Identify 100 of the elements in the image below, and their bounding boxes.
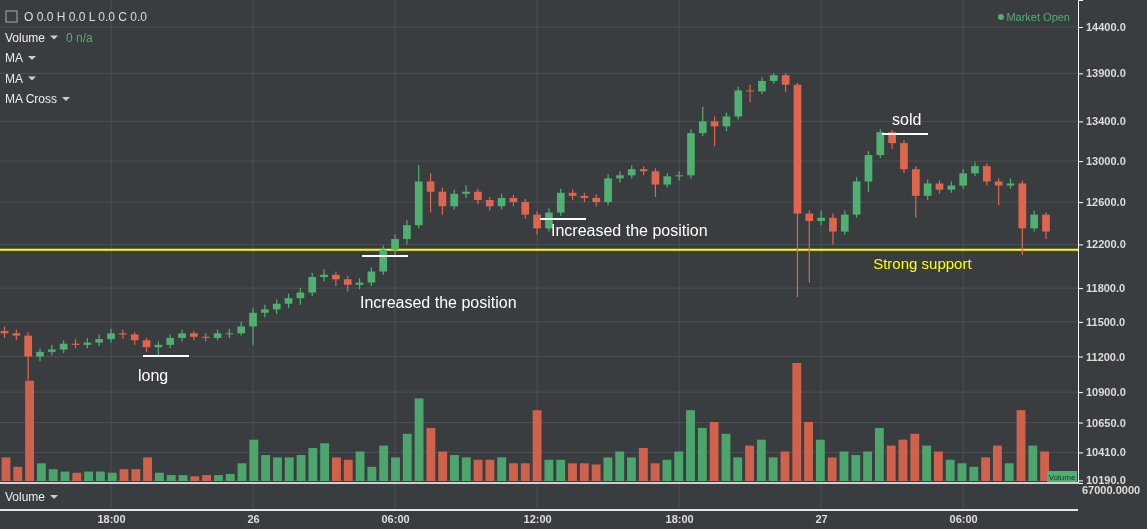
bar (143, 457, 153, 481)
bar (438, 451, 448, 481)
candlestick (320, 268, 328, 283)
bar (686, 410, 695, 481)
bar (969, 466, 979, 481)
bar (804, 422, 813, 481)
text: Volume (5, 490, 46, 504)
candlestick (450, 189, 459, 210)
candlestick (107, 328, 115, 344)
y-tick-label: 11500.0 (1086, 315, 1126, 328)
bar (237, 463, 247, 481)
annotation: Market Open (1006, 11, 1070, 23)
bar (202, 475, 212, 481)
bar (733, 457, 743, 481)
bar (249, 439, 259, 481)
y-tick-label: 14400.0 (1086, 21, 1126, 34)
candlestick (604, 173, 612, 206)
annotation: MA (5, 51, 23, 65)
bar (131, 469, 141, 481)
bar (532, 410, 542, 481)
bar (851, 455, 861, 481)
bar (603, 457, 613, 481)
candlestick (556, 188, 565, 217)
x-tick-label: 12:00 (523, 512, 552, 525)
bar (945, 459, 955, 481)
candlestick (781, 72, 790, 93)
bar (414, 398, 424, 481)
annotation: O 0.0 H 0.0 L 0.0 C 0.0 (24, 10, 148, 24)
bar (273, 457, 282, 481)
candlestick (1042, 211, 1050, 240)
candlestick (616, 170, 624, 184)
bar (827, 457, 837, 481)
candlestick (651, 167, 660, 198)
bar (591, 464, 601, 481)
bar (957, 463, 967, 481)
x-tick-label: 27 (815, 512, 828, 525)
bar (450, 455, 459, 481)
bar (674, 451, 684, 481)
candlestick (332, 270, 340, 287)
bar (284, 457, 294, 481)
bar (166, 475, 176, 481)
bar (214, 475, 223, 481)
y-tick-label: 13400.0 (1086, 115, 1126, 128)
bar (568, 463, 577, 481)
bar (1004, 463, 1014, 481)
annotation: Increased the position (360, 294, 517, 311)
bar (768, 457, 778, 481)
candlestick (379, 244, 388, 276)
bar (910, 433, 920, 481)
y-tick-label: 10650.0 (1086, 416, 1126, 429)
bar (48, 469, 58, 481)
annotation: MA (5, 71, 23, 86)
bar (13, 466, 23, 481)
y-tick-label: 13000.0 (1086, 155, 1126, 168)
candlestick (391, 234, 399, 256)
candlestick (805, 209, 814, 284)
bar (922, 445, 932, 481)
bar (426, 427, 436, 481)
bar (792, 363, 802, 481)
bar (886, 445, 896, 481)
bar (261, 455, 271, 481)
candlestick (710, 115, 719, 147)
candlestick (308, 272, 317, 297)
bar (544, 459, 554, 481)
candlestick (982, 162, 991, 187)
bar (107, 472, 117, 481)
bar (756, 439, 766, 481)
bar (225, 473, 235, 481)
y-tick-label: 10190.0 (1086, 474, 1126, 487)
bar (933, 451, 943, 481)
bar (556, 459, 566, 481)
annotation: long (138, 367, 169, 384)
ref-line-label: Strong support (873, 254, 973, 272)
bar (627, 457, 636, 481)
bar (650, 463, 660, 481)
candlestick (840, 209, 849, 236)
bar (308, 447, 318, 481)
bar (402, 433, 412, 481)
y-tick-label: 10410.0 (1086, 446, 1126, 459)
candlestick (521, 198, 530, 220)
candlestick (829, 213, 837, 245)
bar (154, 472, 164, 481)
y-tick-label: 13900.0 (1086, 67, 1126, 80)
bar (638, 447, 648, 481)
candlestick (403, 219, 411, 245)
bar (190, 476, 200, 481)
bar (461, 457, 471, 481)
candlestick (1030, 209, 1039, 233)
bar (1028, 445, 1038, 481)
bar (615, 451, 625, 481)
bar (1016, 410, 1026, 481)
bar (721, 433, 731, 481)
bar (343, 459, 353, 481)
bar (391, 457, 400, 481)
bar (863, 451, 873, 481)
bar (72, 472, 82, 481)
candlestick (698, 106, 707, 137)
y-tick-label: 12200.0 (1086, 238, 1126, 251)
bar (320, 443, 330, 481)
bar (95, 471, 105, 481)
